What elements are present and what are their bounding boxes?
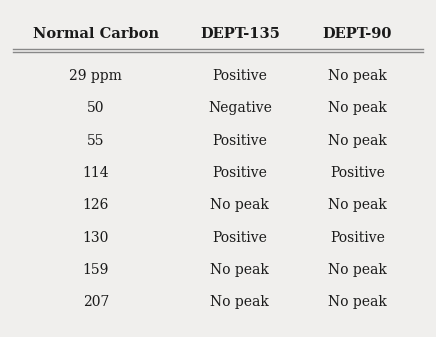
Text: No peak: No peak <box>210 263 269 277</box>
Text: DEPT-135: DEPT-135 <box>200 27 280 41</box>
Text: No peak: No peak <box>210 295 269 309</box>
Text: Negative: Negative <box>208 101 272 115</box>
Text: Positive: Positive <box>212 166 267 180</box>
Text: Positive: Positive <box>330 231 385 245</box>
Text: DEPT-90: DEPT-90 <box>323 27 392 41</box>
Text: No peak: No peak <box>328 263 387 277</box>
Text: Positive: Positive <box>212 69 267 83</box>
Text: No peak: No peak <box>328 295 387 309</box>
Text: 126: 126 <box>83 198 109 212</box>
Text: Positive: Positive <box>212 231 267 245</box>
Text: 29 ppm: 29 ppm <box>69 69 123 83</box>
Text: No peak: No peak <box>328 101 387 115</box>
Text: 130: 130 <box>83 231 109 245</box>
Text: 114: 114 <box>82 166 109 180</box>
Text: 50: 50 <box>87 101 105 115</box>
Text: 207: 207 <box>83 295 109 309</box>
Text: No peak: No peak <box>328 69 387 83</box>
Text: No peak: No peak <box>328 133 387 148</box>
Text: No peak: No peak <box>328 198 387 212</box>
Text: 159: 159 <box>83 263 109 277</box>
Text: Normal Carbon: Normal Carbon <box>33 27 159 41</box>
Text: Positive: Positive <box>212 133 267 148</box>
Text: No peak: No peak <box>210 198 269 212</box>
Text: Positive: Positive <box>330 166 385 180</box>
Text: 55: 55 <box>87 133 105 148</box>
